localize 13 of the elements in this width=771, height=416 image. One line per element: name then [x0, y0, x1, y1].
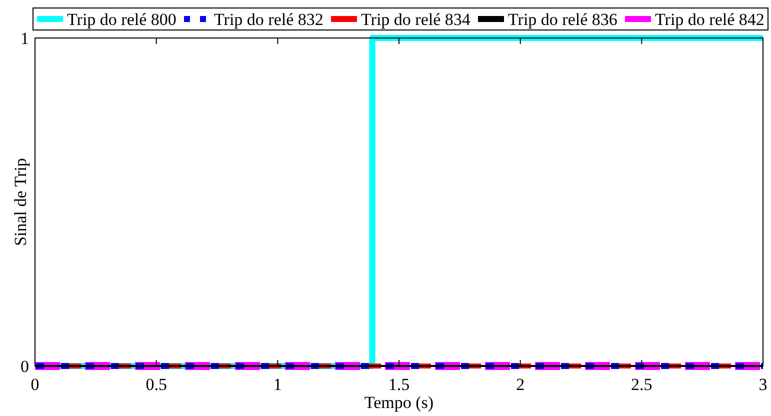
- x-tick-label: 1: [273, 375, 282, 394]
- x-tick-label: 0.5: [146, 375, 167, 394]
- y-axis-title: Sinal de Trip: [11, 158, 30, 246]
- x-axis-title: Tempo (s): [364, 393, 434, 412]
- x-tick-label: 1.5: [388, 375, 410, 394]
- legend-label: Trip do relé 834: [361, 10, 471, 29]
- legend-label: Trip do relé 842: [655, 10, 764, 29]
- x-tick-label: 3: [758, 375, 768, 394]
- x-tick-label: 2.5: [631, 375, 652, 394]
- legend-label: Trip do relé 836: [508, 10, 618, 29]
- x-tick-label: 2: [516, 375, 525, 394]
- legend-label: Trip do relé 832: [214, 10, 324, 29]
- legend-label: Trip do relé 800: [67, 10, 176, 29]
